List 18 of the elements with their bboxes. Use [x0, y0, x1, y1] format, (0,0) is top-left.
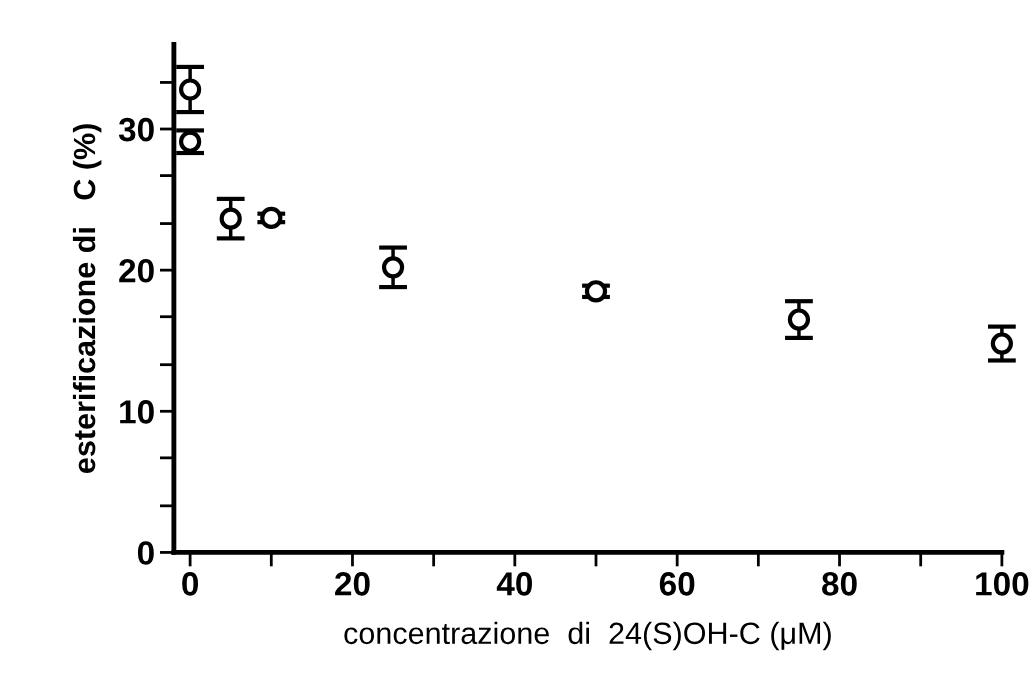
x-tick-label: 80 [822, 572, 857, 596]
point [219, 207, 242, 230]
y-tick-label: 30 [118, 117, 154, 142]
y-tick-label: 20 [119, 258, 154, 283]
point [260, 206, 283, 230]
x-tick-label: 20 [335, 572, 370, 596]
x-axis-title: concentrazione di 24(S)OH-C (μM) [344, 621, 831, 651]
x-tick-label: 0 [182, 572, 199, 596]
x-tick-label: 100 [976, 572, 1029, 596]
y-tick-label: 10 [120, 400, 154, 424]
x-tick-label: 60 [659, 572, 695, 596]
point [179, 78, 202, 101]
x-tick-label: 40 [496, 572, 532, 596]
point [787, 308, 811, 331]
point [990, 332, 1013, 355]
y-tick-label: 0 [137, 541, 154, 565]
y-axis-title: esterificazione di C (%) [72, 124, 102, 473]
point [381, 256, 405, 279]
